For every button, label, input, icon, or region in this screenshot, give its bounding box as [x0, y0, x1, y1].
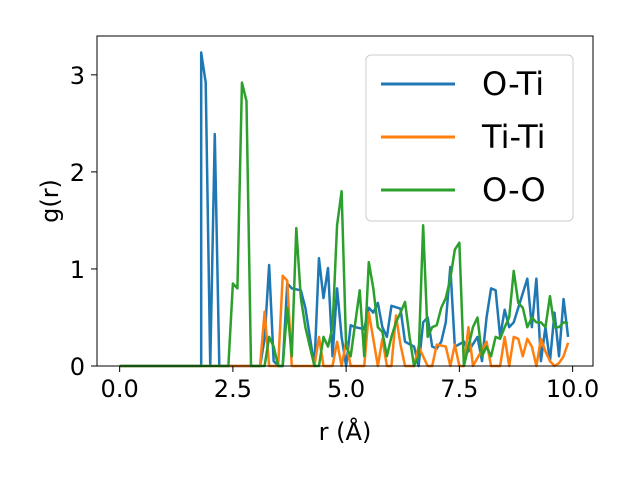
x-tick-label: 0.0 [101, 375, 139, 403]
y-tick-label: 1 [70, 256, 85, 284]
series-line-o-o [119, 81, 569, 368]
x-tick-label: 5.0 [327, 375, 365, 403]
legend-label-o-o: O-O [482, 171, 546, 209]
y-tick-label: 0 [70, 353, 85, 381]
x-tick-label: 7.5 [440, 375, 478, 403]
x-tick-label: 2.5 [214, 375, 252, 403]
legend-box [365, 54, 574, 222]
legend-label-o-ti: O-Ti [482, 65, 544, 103]
axes-frame [96, 35, 594, 367]
legend-label-ti-ti: Ti-Ti [481, 118, 546, 156]
plot-lines [119, 51, 570, 368]
x-tick-label: 10.0 [546, 375, 599, 403]
series-line-ti-ti [119, 274, 570, 368]
legend: O-Ti Ti-Ti O-O [365, 54, 574, 222]
x-axis: 0.0 2.5 5.0 7.5 10.0 [101, 366, 599, 403]
y-tick-label: 2 [70, 159, 85, 187]
y-axis-label: g(r) [36, 179, 64, 223]
x-axis-label: r (Å) [319, 417, 372, 446]
y-tick-label: 3 [70, 62, 85, 90]
y-axis: 0 1 2 3 [70, 62, 97, 381]
